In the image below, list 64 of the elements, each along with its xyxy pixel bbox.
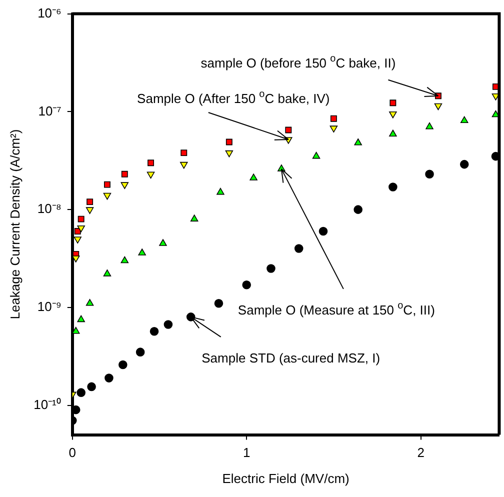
point xyxy=(426,122,434,130)
point xyxy=(74,236,82,244)
point xyxy=(76,388,86,397)
annotation: Sample STD (as-cured MSZ, I) xyxy=(202,350,380,366)
point xyxy=(146,172,155,179)
point xyxy=(148,160,154,166)
point xyxy=(330,115,337,122)
point xyxy=(216,188,224,195)
point xyxy=(312,152,320,159)
point xyxy=(388,182,398,192)
point xyxy=(118,360,128,370)
point xyxy=(138,248,146,256)
point xyxy=(460,160,469,169)
point xyxy=(180,150,188,156)
point xyxy=(226,138,232,146)
y-tick-label: 10⁻⁹ xyxy=(37,299,62,314)
point xyxy=(72,256,80,262)
x-tick-label: 0 xyxy=(68,445,76,460)
point xyxy=(354,205,362,214)
point xyxy=(330,126,338,132)
point xyxy=(72,326,80,334)
point xyxy=(390,100,396,106)
point xyxy=(164,320,173,329)
point xyxy=(354,138,362,146)
y-axis-title: Leakage Current Density (A/cm²) xyxy=(7,129,22,320)
y-tick-label: 10⁻⁸ xyxy=(37,201,62,216)
point xyxy=(434,103,442,110)
point xyxy=(87,382,96,392)
point xyxy=(86,198,94,206)
point xyxy=(103,192,112,200)
point xyxy=(242,280,251,290)
x-axis-title: Electric Field (MV/cm) xyxy=(222,470,350,486)
point xyxy=(214,299,224,308)
point xyxy=(136,348,145,356)
point xyxy=(104,374,114,382)
point xyxy=(120,256,129,264)
point xyxy=(190,214,198,222)
point xyxy=(460,116,468,124)
point xyxy=(120,182,129,189)
point xyxy=(425,170,434,179)
x-tick-label: 1 xyxy=(242,445,250,460)
point xyxy=(121,170,128,178)
point xyxy=(225,150,234,158)
point xyxy=(389,130,397,137)
y-tick-label: 10⁻⁷ xyxy=(38,103,62,118)
point xyxy=(86,207,94,214)
point xyxy=(285,126,292,134)
point xyxy=(104,181,110,188)
point xyxy=(294,244,304,253)
x-tick-label: 2 xyxy=(417,445,424,460)
point xyxy=(103,270,112,276)
point xyxy=(266,264,276,273)
y-tick-label: 10⁻¹⁰ xyxy=(34,396,62,412)
point xyxy=(78,216,84,222)
point xyxy=(318,226,328,236)
point xyxy=(180,162,188,169)
point xyxy=(389,111,397,118)
point xyxy=(77,315,85,322)
point xyxy=(159,239,167,246)
point xyxy=(86,299,94,306)
y-tick-label: 10⁻⁶ xyxy=(38,5,62,20)
point xyxy=(150,326,159,336)
point xyxy=(250,174,258,180)
point xyxy=(77,225,85,232)
